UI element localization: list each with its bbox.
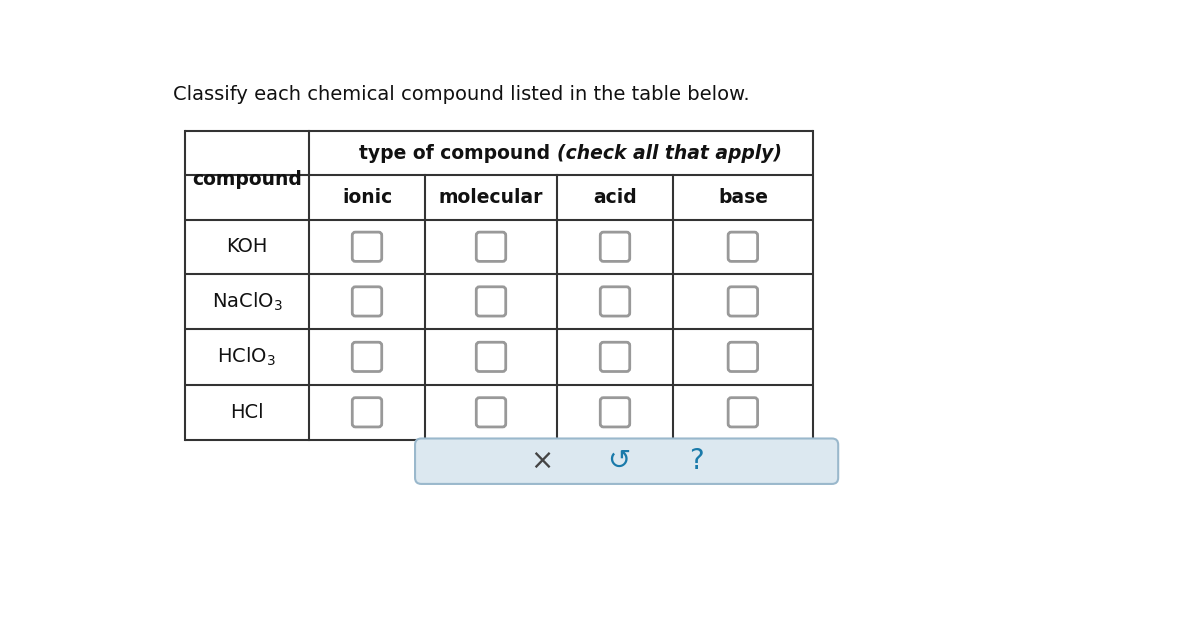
- Text: acid: acid: [593, 188, 637, 207]
- Text: HClO$_3$: HClO$_3$: [217, 346, 276, 368]
- Text: type of compound: type of compound: [359, 144, 557, 163]
- FancyBboxPatch shape: [353, 232, 382, 261]
- Text: ionic: ionic: [342, 188, 392, 207]
- FancyBboxPatch shape: [600, 342, 630, 371]
- FancyBboxPatch shape: [476, 397, 505, 427]
- Text: Classify each chemical compound listed in the table below.: Classify each chemical compound listed i…: [173, 85, 750, 104]
- FancyBboxPatch shape: [353, 287, 382, 316]
- Text: HCl: HCl: [230, 403, 264, 422]
- FancyBboxPatch shape: [600, 397, 630, 427]
- Text: base: base: [718, 188, 768, 207]
- FancyBboxPatch shape: [600, 232, 630, 261]
- FancyBboxPatch shape: [476, 232, 505, 261]
- Text: ↺: ↺: [607, 447, 630, 475]
- Text: ?: ?: [689, 447, 703, 475]
- FancyBboxPatch shape: [476, 342, 505, 371]
- Text: molecular: molecular: [439, 188, 544, 207]
- FancyBboxPatch shape: [353, 397, 382, 427]
- FancyBboxPatch shape: [476, 287, 505, 316]
- FancyBboxPatch shape: [728, 342, 757, 371]
- Text: compound: compound: [192, 170, 302, 189]
- FancyBboxPatch shape: [353, 342, 382, 371]
- FancyBboxPatch shape: [728, 287, 757, 316]
- FancyBboxPatch shape: [728, 232, 757, 261]
- Text: ×: ×: [529, 447, 553, 475]
- FancyBboxPatch shape: [728, 397, 757, 427]
- FancyBboxPatch shape: [415, 438, 839, 484]
- Text: (check all that apply): (check all that apply): [557, 144, 782, 163]
- Text: KOH: KOH: [226, 237, 268, 256]
- FancyBboxPatch shape: [600, 287, 630, 316]
- Text: NaClO$_3$: NaClO$_3$: [211, 290, 282, 313]
